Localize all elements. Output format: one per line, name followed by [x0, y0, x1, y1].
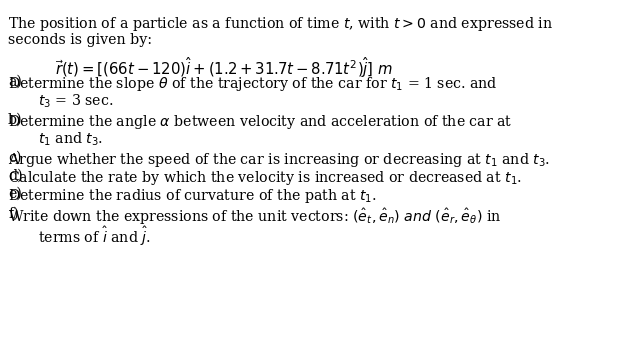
Text: Argue whether the speed of the car is increasing or decreasing at $t_1$ and $t_3: Argue whether the speed of the car is in… [8, 151, 550, 169]
Text: Write down the expressions of the unit vectors: $(\hat{e}_t, \hat{e}_n)$ $\it{an: Write down the expressions of the unit v… [8, 207, 501, 227]
Text: Determine the radius of curvature of the path at $t_1$.: Determine the radius of curvature of the… [8, 187, 377, 205]
Text: d): d) [8, 169, 23, 183]
Text: The position of a particle as a function of time $t$, with $t > 0$ and expressed: The position of a particle as a function… [8, 15, 553, 33]
Text: $t_1$ and $t_3$.: $t_1$ and $t_3$. [38, 131, 103, 148]
Text: Determine the angle $\alpha$ between velocity and acceleration of the car at: Determine the angle $\alpha$ between vel… [8, 113, 513, 131]
Text: f): f) [8, 207, 19, 221]
Text: e): e) [8, 187, 22, 201]
Text: b): b) [8, 113, 23, 127]
Text: $\vec{r}(t) = [(66t - 120)\hat{i} + (1.2 + 31.7t - 8.71t^2)\hat{j}]\ m$: $\vec{r}(t) = [(66t - 120)\hat{i} + (1.2… [55, 55, 393, 80]
Text: a): a) [8, 75, 22, 89]
Text: c): c) [8, 151, 22, 165]
Text: seconds is given by:: seconds is given by: [8, 33, 152, 47]
Text: $t_3$ = 3 sec.: $t_3$ = 3 sec. [38, 93, 113, 110]
Text: Calculate the rate by which the velocity is increased or decreased at $t_1$.: Calculate the rate by which the velocity… [8, 169, 522, 187]
Text: Determine the slope $\theta$ of the trajectory of the car for $t_1$ = 1 sec. and: Determine the slope $\theta$ of the traj… [8, 75, 498, 93]
Text: terms of $\hat{i}$ and $\hat{j}$.: terms of $\hat{i}$ and $\hat{j}$. [38, 225, 151, 248]
